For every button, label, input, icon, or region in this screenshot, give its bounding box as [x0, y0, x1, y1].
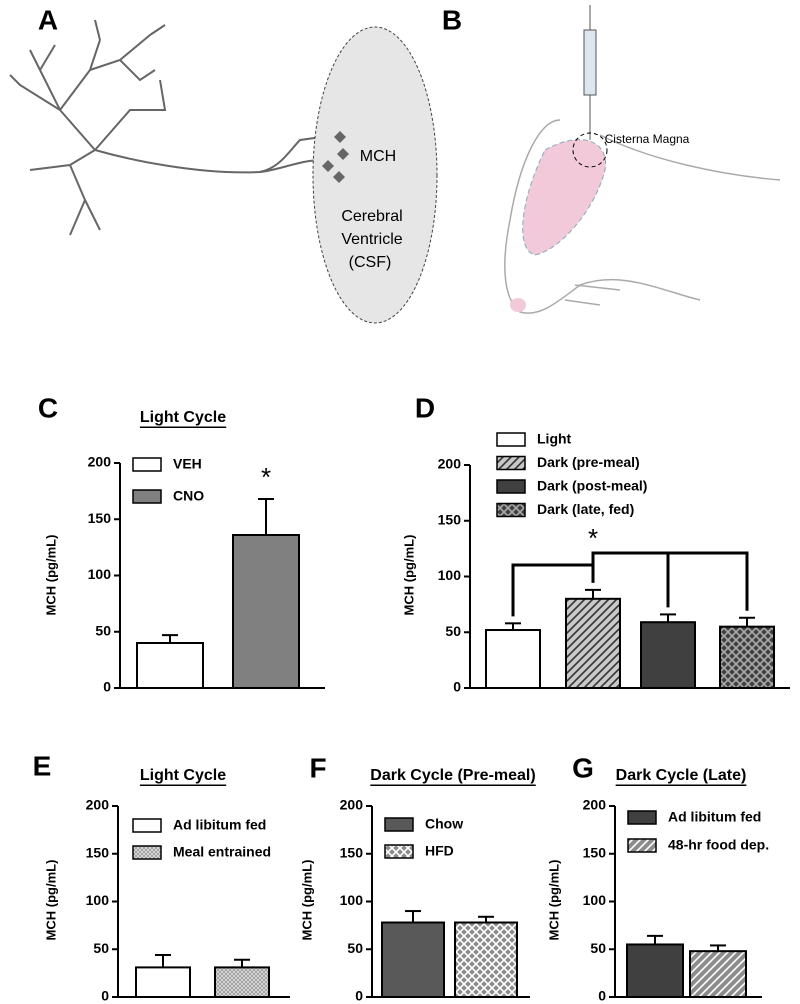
legend-swatch: [627, 838, 657, 853]
syringe: [583, 5, 597, 140]
legend-label: Dark (post-meal): [537, 478, 647, 494]
bar: [214, 966, 270, 999]
y-tick-label: 50: [347, 940, 363, 956]
legend-swatch: [384, 817, 414, 832]
y-tick-label: 200: [583, 797, 607, 813]
significance-star: *: [261, 462, 271, 492]
site-label: Cisterna Magna: [605, 132, 690, 146]
legend-label: Meal entrained: [173, 844, 271, 860]
y-tick-label: 50: [445, 623, 461, 639]
chart-title: Dark Cycle (Pre-meal): [370, 767, 535, 784]
y-tick-label: 200: [88, 454, 112, 470]
legend-swatch: [132, 489, 162, 504]
y-tick-label: 200: [340, 797, 364, 813]
y-tick-label: 100: [88, 566, 112, 582]
panel-letter: A: [38, 4, 58, 35]
bar: [381, 921, 445, 999]
bar: [485, 629, 541, 690]
legend-swatch: [496, 502, 526, 518]
y-tick-label: 200: [86, 797, 110, 813]
legend-label: 48-hr food dep.: [668, 837, 769, 853]
nose: [510, 298, 526, 312]
y-tick-label: 200: [438, 456, 462, 472]
ventricle: [312, 26, 438, 324]
chart-title: Dark Cycle (Late): [616, 767, 747, 784]
injection-site: [572, 132, 608, 168]
y-axis-label: MCH (pg/mL): [546, 860, 561, 941]
y-tick-label: 150: [340, 844, 364, 860]
legend-label: Chow: [425, 816, 463, 832]
panel-letter: B: [442, 4, 462, 35]
y-tick-label: 150: [88, 510, 112, 526]
bar: [454, 921, 518, 999]
y-tick-label: 0: [103, 679, 111, 695]
legend-swatch: [496, 455, 526, 471]
legend-swatch: [496, 479, 526, 494]
rat: [504, 119, 781, 314]
compartment-label: Cerebral: [341, 208, 402, 225]
chart-title: Light Cycle: [140, 409, 226, 426]
legend-swatch: [627, 810, 657, 825]
panel-letter: C: [38, 392, 58, 423]
y-axis-label: MCH (pg/mL): [43, 535, 58, 616]
y-tick-label: 0: [453, 679, 461, 695]
legend-label: Ad libitum fed: [668, 809, 761, 825]
bar: [719, 625, 775, 689]
bar: [640, 621, 696, 690]
legend-label: HFD: [425, 843, 454, 859]
neuron: [9, 19, 323, 236]
y-tick-label: 150: [438, 511, 462, 527]
y-axis-label: MCH (pg/mL): [299, 860, 314, 941]
y-tick-label: 150: [86, 844, 110, 860]
y-tick-label: 0: [355, 988, 363, 1004]
legend-swatch: [132, 457, 162, 472]
legend-label: VEH: [173, 456, 202, 472]
bar: [136, 642, 204, 689]
bar: [232, 534, 300, 689]
y-axis-label: MCH (pg/mL): [401, 535, 416, 616]
y-axis-label: MCH (pg/mL): [43, 860, 58, 941]
legend-swatch: [132, 818, 162, 833]
panel-letter: F: [309, 752, 326, 783]
y-tick-label: 50: [93, 940, 109, 956]
legend-label: Ad libitum fed: [173, 817, 266, 833]
y-tick-label: 100: [438, 567, 462, 583]
legend-label: CNO: [173, 488, 204, 504]
y-tick-label: 100: [583, 892, 607, 908]
significance-star: *: [588, 523, 598, 553]
bar: [626, 943, 684, 998]
legend-label: Dark (pre-meal): [537, 454, 640, 470]
chart-title: Light Cycle: [140, 767, 226, 784]
y-tick-label: 100: [86, 892, 110, 908]
molecule-label: MCH: [360, 148, 396, 165]
y-tick-label: 0: [101, 988, 109, 1004]
legend-swatch: [384, 844, 414, 859]
significance-bracket: [511, 551, 749, 617]
compartment-label: Ventricle: [341, 231, 402, 248]
bar: [565, 597, 621, 689]
y-tick-label: 150: [583, 844, 607, 860]
y-tick-label: 0: [598, 988, 606, 1004]
bar: [689, 950, 747, 998]
legend-swatch: [496, 432, 526, 447]
legend-label: Dark (late, fed): [537, 501, 634, 517]
legend-label: Light: [537, 431, 572, 447]
legend-swatch: [132, 845, 162, 860]
y-tick-label: 50: [95, 622, 111, 638]
y-tick-label: 50: [590, 940, 606, 956]
panel-letter: E: [33, 750, 52, 781]
panel-letter: G: [572, 752, 594, 783]
compartment-label: (CSF): [349, 254, 392, 271]
y-tick-label: 100: [340, 892, 364, 908]
bar: [135, 966, 191, 999]
panel-letter: D: [415, 392, 435, 423]
brain: [522, 139, 607, 256]
mch-molecules: [322, 131, 349, 183]
